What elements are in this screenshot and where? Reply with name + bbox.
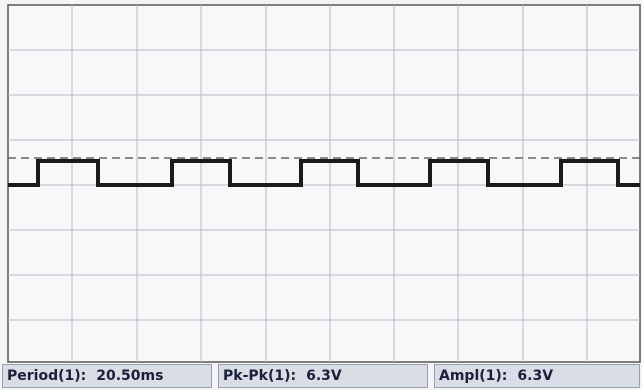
measurement: Pk-Pk(1): 6.3V [218, 364, 428, 388]
measurement-label: Pk-Pk(1): [223, 368, 296, 384]
measurement-value: 6.3V [517, 368, 553, 384]
measurement-label: Period(1): [7, 368, 86, 384]
display [0, 0, 642, 364]
measurement: Period(1): 20.50ms [2, 364, 212, 388]
measurement: Ampl(1): 6.3V [434, 364, 640, 388]
measurement-value: 20.50ms [96, 368, 163, 384]
measurement-label: Ampl(1): [439, 368, 507, 384]
scope-screen: Period(1): 20.50ms Pk-Pk(1): 6.3V Ampl(1… [0, 0, 642, 390]
measurement-value: 6.3V [306, 368, 342, 384]
